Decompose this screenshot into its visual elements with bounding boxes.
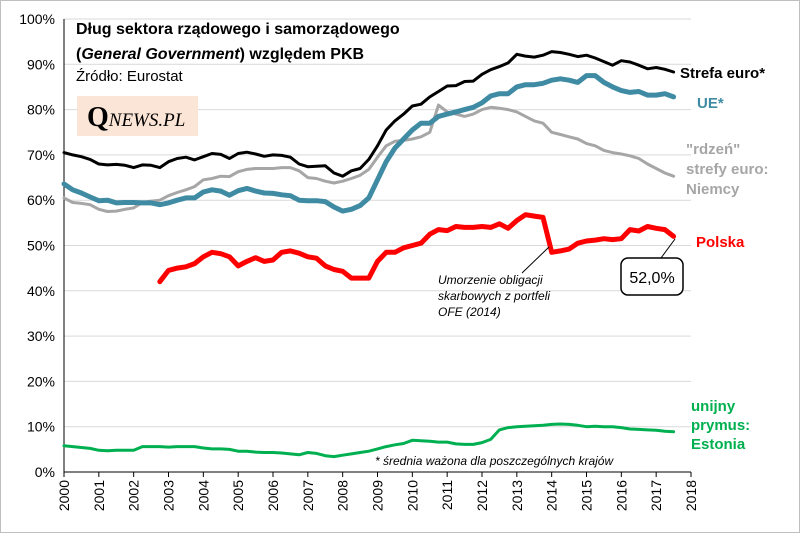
label-polska-text: Polska (696, 234, 745, 251)
callout-pointer-line (660, 238, 676, 259)
label-niemcy-line2: strefy euro: (686, 161, 769, 178)
x-tick-label: 2016 (613, 480, 629, 511)
x-tick-label: 2003 (161, 480, 177, 511)
x-tick-label: 2001 (91, 480, 107, 511)
y-tick-label: 20% (27, 373, 55, 389)
label-ue-text: UE* (697, 95, 724, 112)
y-tick-label: 50% (27, 238, 55, 254)
series-line-rdze-strefy-euro-niemcy (62, 103, 676, 213)
annotation-oblig: Umorzenie obligacji skarbowych z portfel… (438, 273, 553, 319)
annotation-oblig-line2: skarbowych z portfeli (438, 289, 550, 303)
label-estonia-line1: unijny (691, 398, 736, 415)
label-estonia-line2: prymus: (691, 417, 750, 434)
label-niemcy-line1: "rdzeń" (686, 141, 740, 158)
qnews-logo-q: Q (87, 102, 109, 133)
y-tick-label: 30% (27, 328, 55, 344)
x-tick-label: 2009 (370, 480, 386, 511)
x-tick-label: 2008 (335, 480, 351, 511)
x-tick-label: 2006 (265, 480, 281, 511)
oblig-pointer-line (521, 246, 550, 274)
callout-value: 52,0% (629, 270, 674, 287)
qnews-logo-text: NEWS.PL (108, 110, 186, 131)
y-tick-label: 70% (27, 147, 55, 163)
y-tick-label: 100% (19, 11, 55, 27)
x-tick-labels: 2000 2001 2002 2003 2004 2005 2006 2007 2008 2009… (56, 472, 699, 511)
chart-title-line2-open: ( (76, 46, 82, 63)
annotation-oblig-line1: Umorzenie obligacji (438, 273, 543, 287)
y-tick-labels: 0% 10% 20% 30% 40% 50% 60% 70% 80% 90% 100% (19, 11, 55, 480)
x-tick-label: 2013 (509, 480, 525, 511)
chart-title-line1: Dług sektora rządowego i samorządowego (76, 21, 400, 38)
x-tick-label: 2011 (439, 480, 455, 510)
series-line-unijny-prymus-estonia (62, 422, 676, 459)
x-tick-label: 2012 (474, 480, 490, 511)
qnews-logo: QNEWS.PL (87, 102, 185, 133)
series-line-polska (157, 212, 677, 285)
label-estonia: unijny prymus: Estonia (691, 398, 754, 453)
x-tick-label: 2002 (126, 480, 142, 511)
label-estonia-line3: Estonia (691, 436, 746, 453)
x-tick-label: 2004 (195, 480, 211, 511)
chart-title-line2: (General Government) względem PKB (76, 46, 364, 63)
y-tick-label: 90% (27, 56, 55, 72)
label-strefa-euro-text: Strefa euro* (680, 65, 765, 82)
label-strefa-euro: Strefa euro* (680, 65, 765, 82)
label-niemcy: "rdzeń" strefy euro: Niemcy (686, 141, 773, 198)
chart-source: Źródło: Eurostat (76, 68, 184, 85)
label-polska: Polska (696, 234, 745, 251)
y-tick-label: 10% (27, 419, 55, 435)
x-tick-label: 2010 (404, 480, 420, 511)
chart-title-line2-italic: General Government (81, 46, 240, 63)
chart-title-line2-close: ) względem PKB (240, 46, 364, 63)
series-line-strefa-euro (62, 50, 676, 178)
gridlines (64, 18, 691, 428)
x-tick-label: 2017 (648, 480, 664, 511)
x-tick-label: 2007 (300, 480, 316, 511)
callout-box (620, 257, 684, 296)
footnote: * średnia ważona dla poszczególnych kraj… (375, 454, 614, 468)
label-niemcy-line3: Niemcy (686, 181, 740, 198)
y-tick-label: 60% (27, 192, 55, 208)
y-tick-label: 40% (27, 283, 55, 299)
x-tick-label: 2005 (230, 480, 246, 511)
series-line-ue (61, 73, 677, 214)
x-tick-label: 2015 (579, 480, 595, 511)
series-lines (61, 50, 677, 459)
x-tick-label: 2000 (56, 480, 72, 511)
y-tick-label: 80% (27, 102, 55, 118)
label-ue: UE* (697, 95, 724, 112)
annotation-oblig-line3: OFE (2014) (438, 305, 501, 319)
y-tick-label: 0% (35, 464, 55, 480)
qnews-logo-box (77, 96, 198, 136)
x-tick-label: 2014 (544, 480, 560, 511)
x-tick-label: 2018 (683, 480, 699, 511)
